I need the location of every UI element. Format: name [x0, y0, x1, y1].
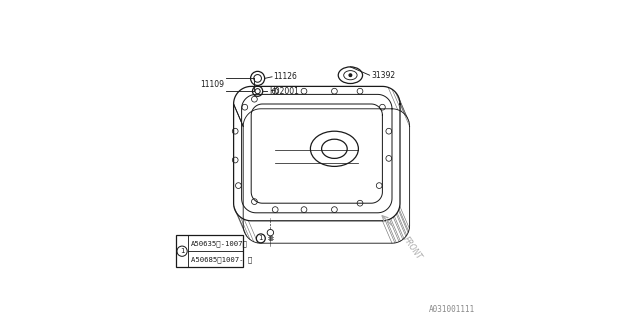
Text: 11109: 11109 [200, 80, 224, 89]
Text: FRONT: FRONT [402, 235, 424, 262]
Text: A031001111: A031001111 [429, 305, 475, 314]
Text: 1: 1 [180, 248, 184, 254]
Text: 31392: 31392 [371, 71, 396, 80]
Text: 11126: 11126 [274, 72, 298, 81]
Circle shape [349, 74, 352, 76]
Text: 1: 1 [259, 236, 263, 241]
Text: H02001: H02001 [269, 87, 299, 96]
FancyBboxPatch shape [176, 235, 243, 267]
Text: A50635（-1007）: A50635（-1007） [191, 240, 248, 246]
Text: A50685（1007- ）: A50685（1007- ） [191, 256, 252, 262]
